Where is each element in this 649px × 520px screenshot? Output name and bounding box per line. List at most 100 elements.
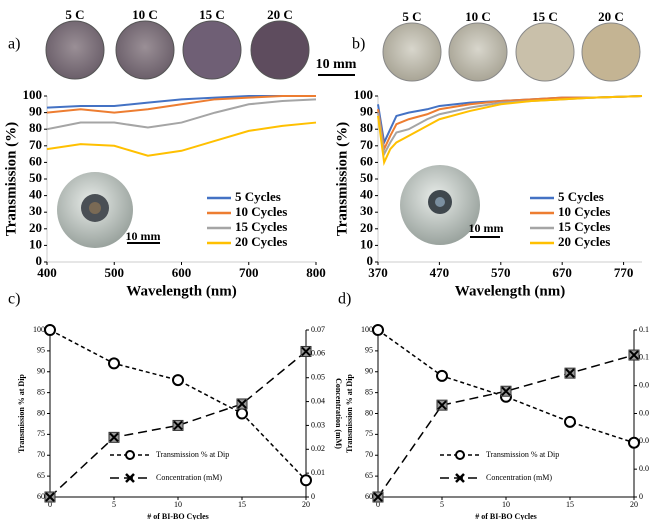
series-line [47,123,316,156]
y-tick-label: 70 [360,137,373,152]
y2-tick-label: 0 [311,492,315,501]
y-tick-label: 85 [365,387,373,396]
y-tick-label: 95 [365,346,373,355]
marker [501,386,511,396]
y-tick-label: 75 [37,429,45,438]
disc-photo [383,23,441,81]
y-tick-label: 70 [29,137,42,152]
x-axis-label: Wavelength (nm) [126,283,236,299]
y2-tick-label: 0.12 [639,325,649,334]
photo-label: 5 C [402,9,421,24]
marker [45,492,55,502]
y2-tick-label: 0 [639,492,643,501]
x-tick-label: 20 [630,500,638,509]
marker [565,368,575,378]
y-tick-label: 65 [365,471,373,480]
y-tick-label: 90 [360,104,373,119]
scale-bar-label: 10 mm [469,221,504,235]
marker [237,409,247,419]
scale-bar-label: 10 mm [126,229,161,243]
y2-tick-label: 0.05 [311,373,325,382]
y-tick-label: 30 [29,203,42,218]
x-axis-label: # of BI-BO Cycles [475,512,537,520]
panel-label: d) [338,291,351,308]
marker [437,371,447,381]
legend-label: 10 Cycles [235,204,287,219]
marker [173,375,183,385]
y-tick-label: 70 [365,450,373,459]
y-tick-label: 80 [37,408,45,417]
disc-photo [449,23,507,81]
x-tick-label: 15 [238,500,246,509]
y-tick-label: 50 [29,170,42,185]
y2-tick-label: 0.04 [639,436,649,445]
legend-label: 20 Cycles [235,234,287,249]
y2-tick-label: 0.01 [311,468,325,477]
figure: a)5 C10 C15 C20 C10 mm10 mm4005006007008… [0,0,649,520]
y-tick-label: 85 [37,387,45,396]
y-tick-label: 95 [37,346,45,355]
y2-tick-label: 0.03 [311,420,325,429]
x-axis-label: Wavelength (nm) [455,283,565,299]
y-tick-label: 20 [360,220,373,235]
y2-tick-label: 0.04 [311,396,325,405]
y-tick-label: 40 [360,187,373,202]
y-tick-label: 100 [354,87,374,102]
panel-label: b) [352,36,365,53]
y-axis-label: Transmission (%) [334,122,350,236]
x-tick-label: 10 [502,500,510,509]
marker [373,492,383,502]
x-tick-label: 670 [552,265,572,280]
marker [437,400,447,410]
y-tick-label: 80 [29,120,42,135]
y2-tick-label: 0.07 [311,325,325,334]
scale-bar-label: 10 mm [316,57,357,72]
y2-tick-label: 0.08 [639,380,649,389]
disc-photo [46,21,104,79]
x-tick-label: 470 [430,265,450,280]
x-tick-label: 570 [491,265,511,280]
panel-label: c) [8,291,20,308]
photo-label: 10 C [465,9,491,24]
y-axis-label: Transmission (%) [3,122,19,236]
series-line [378,96,642,154]
disc-photo [183,21,241,79]
photo-label: 15 C [532,9,558,24]
x-tick-label: 5 [112,500,116,509]
x-axis-label: # of BI-BO Cycles [147,512,209,520]
y-tick-label: 80 [365,408,373,417]
x-tick-label: 770 [614,265,634,280]
x-tick-label: 600 [172,265,192,280]
y-tick-label: 40 [29,187,42,202]
pupil [89,202,101,214]
marker [565,417,575,427]
disc-photo [116,21,174,79]
photo-label: 15 C [199,7,225,22]
photo-label: 5 C [65,7,84,22]
panel-label: a) [8,36,20,53]
y-tick-label: 20 [29,220,42,235]
marker [373,325,383,335]
legend-label: 15 Cycles [558,219,610,234]
legend-label: Concentration (mM) [156,473,222,482]
marker [109,358,119,368]
y-axis-label: Transmission % at Dip [17,374,26,453]
y-tick-label: 70 [37,450,45,459]
y-tick-label: 10 [360,236,373,251]
marker [301,475,311,485]
y-tick-label: 60 [365,492,373,501]
y-tick-label: 60 [360,153,373,168]
marker [237,399,247,409]
y2-axis-label: Concentration (mM) [334,378,343,449]
y-tick-label: 60 [37,492,45,501]
legend-label: 20 Cycles [558,234,610,249]
y-tick-label: 60 [29,153,42,168]
y-axis-label: Transmission % at Dip [345,374,354,453]
marker [173,420,183,430]
x-tick-label: 500 [105,265,125,280]
y-tick-label: 90 [365,367,373,376]
series-line [378,96,642,162]
y-tick-label: 90 [29,104,42,119]
marker [629,438,639,448]
